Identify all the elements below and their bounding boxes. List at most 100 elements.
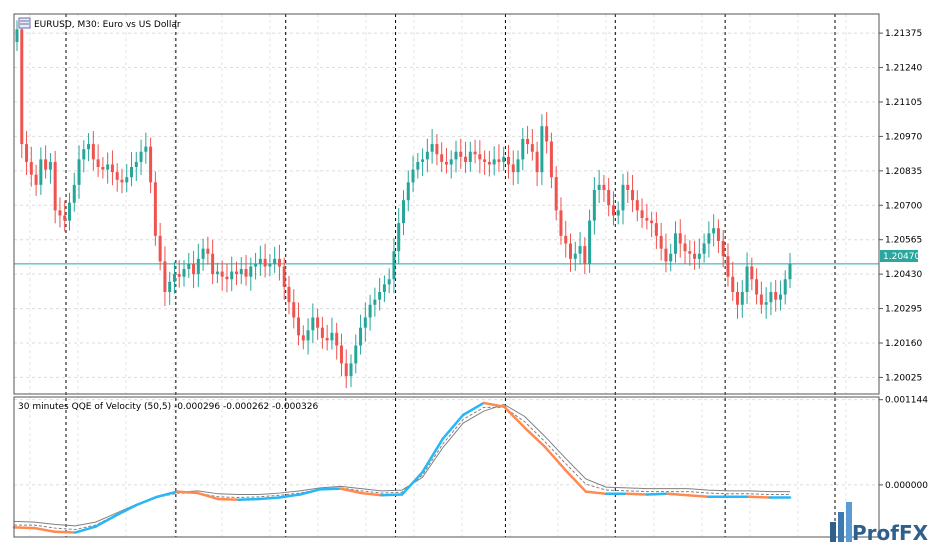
candle-body <box>77 159 81 185</box>
candle-body <box>44 159 48 170</box>
candle-body <box>387 279 391 285</box>
qqe-main-segment <box>114 503 138 517</box>
candle-body <box>339 345 343 364</box>
price-tick-label: 1.20160 <box>885 339 922 349</box>
candle-body <box>688 251 692 254</box>
candle-body <box>502 156 506 162</box>
candle-body <box>578 246 582 254</box>
candle-body <box>34 174 38 185</box>
candle-body <box>344 363 348 377</box>
price-tick-label: 1.20565 <box>885 236 922 246</box>
candle-body <box>564 235 568 244</box>
candle-body <box>640 210 644 219</box>
candle-body <box>421 159 425 162</box>
current-price-label: 1.20470 <box>883 252 920 262</box>
candle-body <box>297 317 301 336</box>
candle-body <box>220 271 224 277</box>
qqe-main-segment <box>257 496 281 501</box>
price-tick-label: 1.21240 <box>885 64 922 74</box>
price-tick-label: 1.20970 <box>885 132 922 142</box>
candle-body <box>115 172 119 180</box>
indicator-panel-frame <box>13 396 880 538</box>
qqe-main-segment <box>94 514 118 528</box>
candle-body <box>91 144 95 160</box>
qqe-main-segment <box>359 491 383 497</box>
candle-body <box>125 177 129 183</box>
candle-body <box>158 235 162 262</box>
candle-body <box>736 291 740 305</box>
candle-body <box>273 258 277 264</box>
qqe-main-segment <box>237 497 261 502</box>
candle-body <box>583 246 587 264</box>
candle-body <box>444 161 448 165</box>
candle-body <box>53 161 57 211</box>
price-tick-label: 1.20295 <box>885 305 922 315</box>
qqe-main-segment <box>155 490 179 499</box>
candle-body <box>139 151 143 162</box>
candle-body <box>268 263 272 267</box>
candle-body <box>683 243 687 252</box>
candle-body <box>149 146 153 183</box>
candle-body <box>230 271 234 280</box>
candle-body <box>721 240 725 257</box>
candle-body <box>39 159 43 185</box>
candle-body <box>354 345 358 364</box>
candle-body <box>526 138 530 145</box>
candle-body <box>788 263 792 280</box>
candle-body <box>764 302 768 305</box>
candle-body <box>449 159 453 165</box>
candle-body <box>693 253 697 259</box>
candle-body <box>607 189 611 206</box>
candle-body <box>120 179 124 183</box>
candle-body <box>492 159 496 165</box>
candle-body <box>588 220 592 264</box>
qqe-main-segment <box>278 493 302 499</box>
watermark-text: ProfFX <box>852 521 929 545</box>
candle-body <box>168 281 172 292</box>
candle-body <box>759 294 763 305</box>
candle-body <box>67 202 71 221</box>
candle-body <box>144 146 148 152</box>
candle-body <box>96 159 100 168</box>
candle-body <box>783 279 787 295</box>
indicator-tick-label: 0.000000 <box>885 481 928 491</box>
qqe-main-segment <box>502 405 526 429</box>
candle-body <box>192 263 196 275</box>
candle-body <box>206 248 210 254</box>
candle-body <box>349 363 353 377</box>
qqe-main-segment <box>135 495 159 507</box>
candle-body <box>406 182 410 201</box>
candle-body <box>416 161 420 170</box>
candle-body <box>473 151 477 155</box>
qqe-main-segment <box>74 525 97 534</box>
candle-body <box>621 184 625 211</box>
candle-body <box>249 266 253 277</box>
candle-body <box>172 274 176 282</box>
candle-body <box>292 302 296 318</box>
candle-body <box>25 144 29 162</box>
candle-body <box>483 159 487 162</box>
candle-body <box>311 317 315 331</box>
candle-body <box>101 167 105 170</box>
candle-body <box>678 233 682 244</box>
candle-body <box>277 258 281 267</box>
candle-body <box>130 167 134 178</box>
candle-body <box>258 258 262 264</box>
candle-body <box>234 271 238 275</box>
qqe-main-segment <box>421 437 445 474</box>
current-price-label-bg <box>880 250 918 262</box>
candle-body <box>134 161 138 168</box>
candle-body <box>63 215 67 221</box>
indicator-tick-label: 0.001144 <box>885 396 928 406</box>
candle-body <box>430 144 434 152</box>
qqe-main-segment <box>686 494 710 499</box>
candle-body <box>182 269 186 277</box>
qqe-main-segment <box>482 401 506 408</box>
indicator-axis[interactable]: 0.001144 0.000000 <box>879 396 928 491</box>
candle-body <box>211 253 215 275</box>
price-tick-label: 1.20700 <box>885 201 922 211</box>
candle-body <box>635 200 639 211</box>
candle-body <box>225 276 229 280</box>
candle-body <box>573 253 577 259</box>
price-axis[interactable]: 1.21375 1.21240 1.21105 1.20970 1.20835 1.207… <box>879 29 922 383</box>
